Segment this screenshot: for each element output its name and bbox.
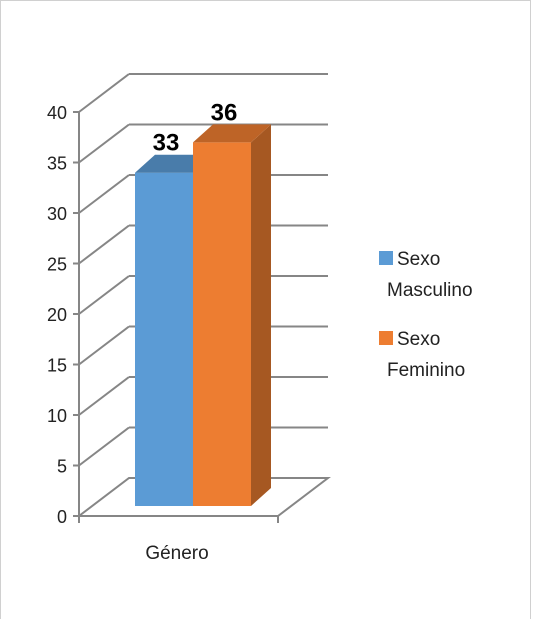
y-axis-ticks: 0 5 10 15 20 25 30 35 40 [47, 103, 79, 527]
legend-label: Sexo [397, 249, 440, 270]
y-tick-label: 35 [47, 154, 67, 174]
y-tick-label: 25 [47, 255, 67, 275]
x-tick-label: Género [145, 543, 208, 564]
y-tick-label: 5 [57, 457, 67, 477]
gridline-diagonal [78, 224, 130, 265]
gridline-diagonal [78, 275, 130, 315]
bar-front [193, 142, 251, 506]
y-tick-label: 20 [47, 305, 67, 325]
bar-sexo-feminino [193, 124, 271, 507]
legend-swatch [379, 251, 393, 265]
legend-swatch [379, 331, 393, 345]
gridline-diagonal [78, 325, 130, 366]
floor [76, 477, 331, 517]
bars [135, 124, 271, 507]
gridline-diagonal [78, 73, 130, 113]
bar-top [193, 124, 271, 143]
data-labels: 33 36 [153, 99, 238, 156]
x-axis-labels: Género [145, 543, 208, 564]
y-tick-label: 10 [47, 406, 67, 426]
y-tick-label: 15 [47, 356, 67, 376]
legend-label: Feminino [387, 360, 465, 381]
data-label: 33 [153, 130, 180, 157]
data-label: 36 [211, 99, 238, 126]
gridline-diagonal [78, 123, 130, 164]
bar-front [135, 172, 193, 506]
y-tick-label: 0 [57, 507, 67, 527]
bar-side [251, 124, 271, 507]
y-tick-label: 40 [47, 103, 67, 123]
legend-label: Masculino [387, 280, 473, 301]
legend-label: Sexo [397, 329, 440, 350]
gridline-diagonal [78, 376, 130, 416]
gridline-diagonal [78, 426, 130, 467]
y-tick-label: 30 [47, 204, 67, 224]
legend: Sexo Masculino Sexo Feminino [379, 249, 473, 381]
axes [76, 112, 331, 523]
gridline-diagonal [78, 174, 130, 214]
